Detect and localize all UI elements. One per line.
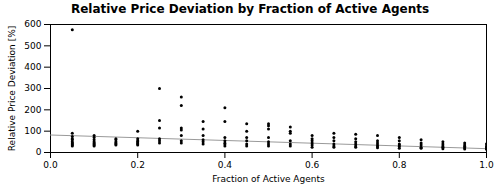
html-text:Relative Price Deviation by Fr: Relative Price Deviation by Fraction of … [70, 2, 430, 16]
svg-text:1.0: 1.0 [479, 160, 494, 170]
svg-text:600: 600 [24, 19, 41, 29]
svg-text:Relative Price Deviation [%]: Relative Price Deviation [%] [7, 26, 17, 151]
svg-text:0.2: 0.2 [131, 160, 145, 170]
svg-text:0: 0 [36, 147, 42, 157]
svg-text:100: 100 [24, 126, 41, 136]
svg-text:0.0: 0.0 [43, 160, 58, 170]
svg-text:0.4: 0.4 [218, 160, 233, 170]
svg-text:0.8: 0.8 [392, 160, 407, 170]
svg-text:200: 200 [24, 105, 41, 115]
svg-text:500: 500 [24, 41, 41, 51]
svg-text:Fraction of Active Agents: Fraction of Active Agents [212, 174, 325, 184]
svg-text:300: 300 [24, 83, 41, 93]
svg-text:0.6: 0.6 [305, 160, 320, 170]
svg-text:400: 400 [24, 62, 41, 72]
